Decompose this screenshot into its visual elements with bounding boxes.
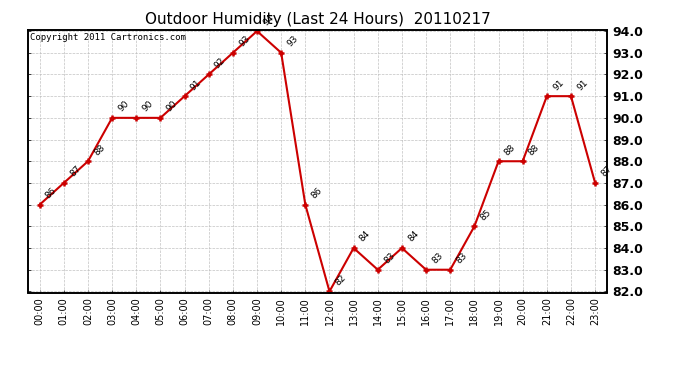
- Text: 87: 87: [68, 164, 83, 179]
- Text: 88: 88: [92, 142, 107, 157]
- Text: 83: 83: [382, 251, 397, 266]
- Text: 94: 94: [262, 12, 275, 27]
- Text: 91: 91: [189, 78, 204, 92]
- Text: 83: 83: [431, 251, 445, 266]
- Text: 92: 92: [213, 56, 227, 70]
- Text: 90: 90: [117, 99, 131, 114]
- Text: 93: 93: [286, 34, 300, 49]
- Text: 86: 86: [310, 186, 324, 201]
- Text: 90: 90: [165, 99, 179, 114]
- Text: 91: 91: [575, 78, 590, 92]
- Text: 88: 88: [527, 142, 542, 157]
- Text: 84: 84: [358, 230, 372, 244]
- Text: 90: 90: [141, 99, 155, 114]
- Text: 91: 91: [551, 78, 566, 92]
- Text: 85: 85: [479, 208, 493, 222]
- Text: Copyright 2011 Cartronics.com: Copyright 2011 Cartronics.com: [30, 33, 186, 42]
- Text: 87: 87: [600, 164, 614, 179]
- Title: Outdoor Humidity (Last 24 Hours)  20110217: Outdoor Humidity (Last 24 Hours) 2011021…: [144, 12, 491, 27]
- Text: 83: 83: [455, 251, 469, 266]
- Text: 86: 86: [44, 186, 59, 201]
- Text: 82: 82: [334, 273, 348, 287]
- Text: 88: 88: [503, 142, 518, 157]
- Text: 93: 93: [237, 34, 252, 49]
- Text: 84: 84: [406, 230, 420, 244]
